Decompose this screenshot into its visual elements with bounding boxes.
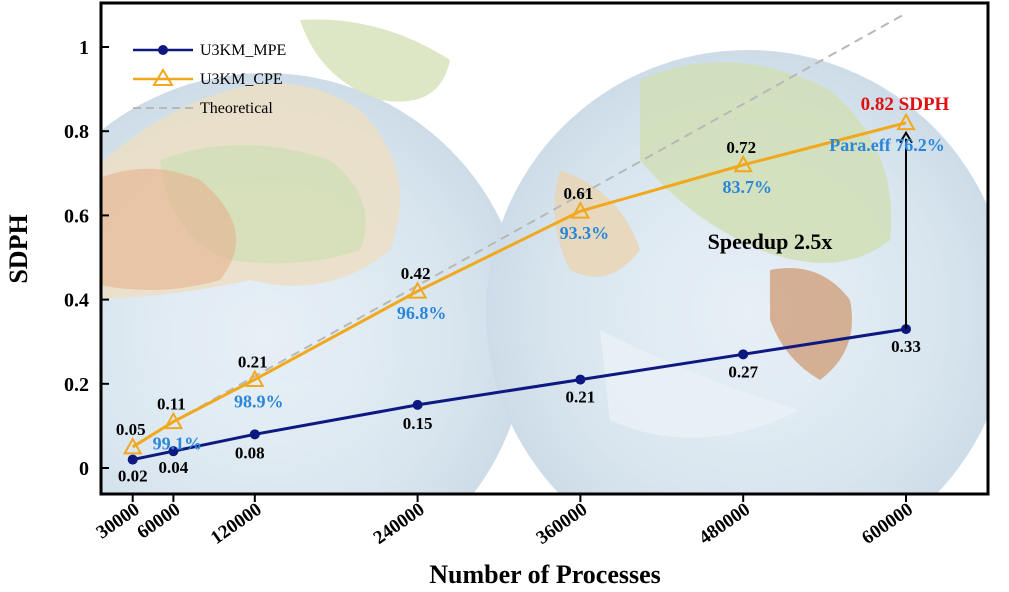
mpe-value-label: 0.02 bbox=[118, 467, 148, 486]
cpe-point bbox=[733, 154, 753, 173]
mpe-point bbox=[738, 349, 749, 360]
plot-frame bbox=[99, 1, 990, 496]
mpe-value-label: 0.15 bbox=[403, 414, 433, 433]
globe-left bbox=[101, 19, 527, 494]
cpe-value-label: 0.05 bbox=[116, 420, 146, 439]
para-eff-label: Para.eff 76.2% bbox=[829, 135, 944, 155]
peak-label: 0.82 SDPH bbox=[861, 94, 950, 115]
y-axis-title: SDPH bbox=[4, 214, 33, 283]
globe-right bbox=[486, 50, 988, 494]
efficiency-label: 98.9% bbox=[234, 392, 284, 412]
y-tick-label: 0 bbox=[79, 458, 89, 480]
cpe-point bbox=[123, 436, 143, 455]
mpe-point bbox=[249, 429, 260, 440]
cpe-point bbox=[570, 201, 591, 219]
mpe-value-label: 0.21 bbox=[566, 388, 596, 407]
mpe-point bbox=[168, 446, 179, 457]
cpe-value-label: 0.21 bbox=[238, 353, 268, 372]
x-tick-label: 480000 bbox=[695, 499, 754, 549]
y-axis: 0 0.2 0.4 0.6 0.8 1 bbox=[64, 37, 109, 480]
efficiency-label: 93.3% bbox=[560, 223, 610, 243]
mpe-value-label: 0.04 bbox=[159, 458, 189, 477]
cpe-point bbox=[245, 369, 265, 387]
x-tick-label: 360000 bbox=[533, 499, 592, 549]
mpe-value-label: 0.27 bbox=[728, 362, 758, 381]
x-tick-label: 30000 bbox=[93, 499, 144, 543]
speedup-arrow-head bbox=[899, 130, 913, 144]
x-tick-label: 120000 bbox=[207, 499, 266, 549]
efficiency-label: 99.1% bbox=[153, 434, 203, 454]
legend-label-theoretical: Theoretical bbox=[200, 100, 273, 117]
legend-marker-mpe bbox=[158, 45, 168, 55]
x-axis-title: Number of Processes bbox=[429, 560, 661, 587]
y-tick-label: 0.6 bbox=[64, 205, 89, 227]
x-tick-label: 240000 bbox=[370, 499, 429, 549]
cpe-value-label: 0.72 bbox=[726, 138, 756, 157]
speedup-label: Speedup 2.5x bbox=[708, 229, 833, 254]
series-line-cpe bbox=[131, 121, 907, 449]
series-layer bbox=[123, 12, 916, 465]
globe-backgrounds bbox=[101, 19, 988, 494]
annotation-layer: 0.82 SDPH Para.eff 76.2% Speedup 2.5x bbox=[708, 94, 950, 330]
mpe-value-label: 0.33 bbox=[891, 337, 921, 356]
y-tick-label: 0.4 bbox=[64, 290, 89, 312]
y-tick-label: 0.2 bbox=[64, 374, 89, 396]
mpe-point bbox=[575, 374, 586, 385]
x-tick-label: 600000 bbox=[858, 499, 917, 549]
labels-layer: 0.02 0.04 0.08 0.15 0.21 0.27 0.33 0.05 0.11 0.21… bbox=[116, 138, 921, 486]
legend-label-mpe: U3KM_MPE bbox=[200, 42, 286, 59]
legend-marker-cpe bbox=[152, 68, 174, 86]
series-line-theoretical bbox=[172, 12, 907, 423]
x-tick-label: 60000 bbox=[133, 499, 184, 543]
cpe-value-label: 0.42 bbox=[401, 264, 431, 283]
cpe-point bbox=[163, 411, 184, 430]
cpe-value-label: 0.11 bbox=[157, 395, 186, 414]
mpe-value-label: 0.08 bbox=[235, 443, 265, 462]
legend-label-cpe: U3KM_CPE bbox=[200, 71, 283, 88]
legend: U3KM_MPE U3KM_CPE Theoretical bbox=[133, 42, 286, 117]
cpe-value-label: 0.61 bbox=[564, 184, 594, 203]
cpe-point bbox=[896, 112, 916, 131]
mpe-point bbox=[127, 454, 138, 465]
y-tick-label: 1 bbox=[79, 37, 89, 59]
mpe-point bbox=[412, 399, 423, 410]
efficiency-label: 96.8% bbox=[397, 303, 447, 323]
cpe-point bbox=[407, 281, 428, 299]
efficiency-label: 83.7% bbox=[722, 177, 772, 197]
y-tick-label: 0.8 bbox=[64, 121, 89, 143]
